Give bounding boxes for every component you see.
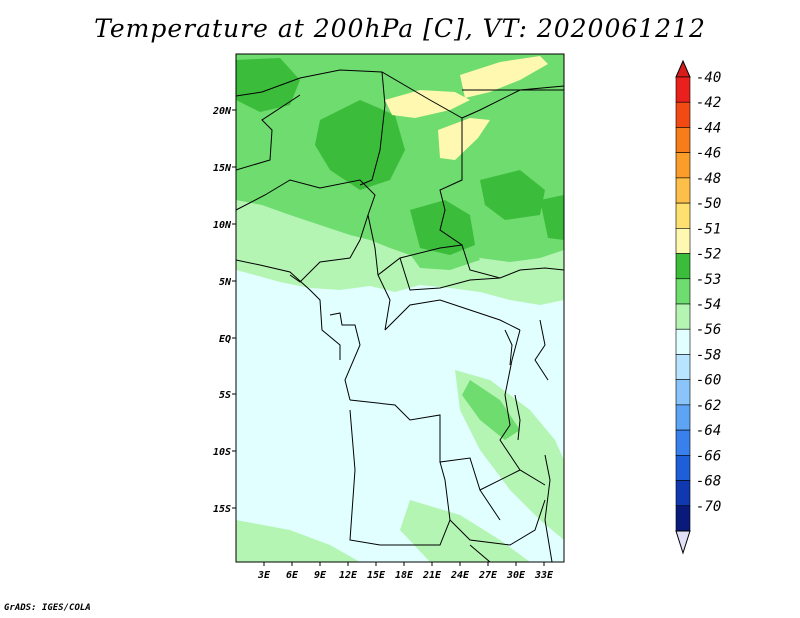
border-lakes: [504, 329, 521, 441]
country-borders: [236, 69, 564, 562]
lon-label: 18E: [395, 570, 414, 581]
colorbar-label: -53: [696, 272, 721, 288]
lat-label: 5S: [219, 390, 231, 401]
lat-label: EQ: [219, 334, 231, 345]
field-band-minus52-c: [410, 200, 475, 255]
colorbar-segment: [675, 76, 691, 103]
field-band-minus54-se: [400, 500, 530, 562]
colorbar-segment: [675, 278, 691, 305]
lon-label: 12E: [339, 570, 358, 581]
colorbar-segment: [675, 101, 691, 128]
colorbar-segment: [675, 480, 691, 507]
colorbar-segment: [675, 354, 691, 380]
colorbar-segment: [675, 429, 691, 456]
colorbar-label: -58: [696, 347, 721, 363]
border-west-africa: [236, 94, 301, 171]
lon-label: 21E: [422, 570, 442, 581]
border-south-east: [469, 454, 553, 562]
colorbar-segment: [675, 177, 691, 204]
lat-label: 5N: [219, 277, 232, 288]
border-chad-niger: [359, 71, 386, 186]
field-band-minus52-e: [540, 195, 564, 240]
field-band-minus51-a: [385, 90, 470, 118]
colorbar-label: -50: [696, 196, 721, 212]
border-zambia: [449, 489, 546, 546]
lat-axis: [232, 109, 236, 509]
colorbar-segment: [675, 202, 691, 229]
colorbar-segment: [675, 303, 691, 330]
colorbar-segment: [675, 228, 691, 254]
lon-label: 27E: [478, 570, 498, 581]
lon-label: 6E: [286, 570, 299, 581]
temperature-field: [236, 54, 564, 562]
border-congo: [329, 312, 361, 401]
colorbar-segment: [675, 404, 691, 431]
border-coast: [236, 259, 341, 360]
lon-label: 15E: [367, 570, 386, 581]
colorbar-segment: [675, 379, 691, 406]
colorbar-segments: [675, 76, 691, 532]
border-sudan: [461, 85, 564, 119]
colorbar-label: -60: [696, 373, 721, 389]
lon-axis: [263, 562, 545, 566]
lon-label: 3E: [257, 570, 271, 581]
field-band-minus52-a: [315, 100, 405, 190]
lon-label: 30E: [506, 570, 526, 581]
border-north: [236, 69, 564, 279]
colorbar-segment: [675, 328, 691, 355]
credit-text: GrADS: IGES/COLA: [4, 603, 91, 613]
plot-frame: [235, 53, 565, 563]
colorbar-under-triangle: [675, 530, 691, 555]
colorbar-over-triangle: [675, 59, 691, 78]
colorbar-label: -56: [696, 322, 721, 338]
colorbar-label: -51: [696, 221, 721, 237]
colorbar-label: -66: [696, 448, 721, 464]
lat-label: 15N: [213, 163, 232, 174]
colorbar: -40 -42 -44 -46 -48 -50 -51 -52 -53 -54 -56 -58 -60 -…: [675, 59, 721, 555]
lat-label: 10N: [213, 220, 232, 231]
colorbar-label: -52: [696, 247, 721, 263]
border-angola: [349, 409, 451, 546]
colorbar-segment: [675, 127, 691, 153]
field-band-minus51-c: [438, 118, 490, 160]
colorbar-label: -48: [696, 171, 721, 187]
map-title: Temperature at 200hPa [C], VT: 202006121…: [94, 14, 706, 43]
colorbar-label: -62: [696, 398, 721, 414]
field-band-minus51-b: [460, 56, 548, 98]
colorbar-label: -64: [696, 423, 721, 439]
colorbar-label: -70: [696, 499, 721, 515]
field-band-minus52-b: [236, 58, 300, 112]
border-drc-north: [384, 299, 521, 331]
colorbar-segment: [675, 152, 691, 179]
border-nigeria: [236, 179, 376, 283]
field-band-minus53-c: [462, 380, 520, 440]
lon-label: 9E: [314, 570, 327, 581]
colorbar-label: -46: [696, 146, 721, 162]
field-band-minus52-d: [480, 170, 545, 220]
border-car: [377, 244, 501, 291]
border-east: [499, 319, 549, 471]
colorbar-segment: [675, 253, 691, 280]
colorbar-label: -40: [696, 70, 721, 86]
lat-label: 20N: [212, 106, 232, 117]
colorbar-label: -44: [696, 120, 721, 136]
colorbar-label: -68: [696, 474, 721, 490]
lon-label: 24E: [450, 570, 470, 581]
colorbar-label: -54: [696, 297, 721, 313]
lat-label: 15S: [213, 504, 231, 515]
field-band-minus54-sw: [236, 520, 360, 562]
colorbar-segment: [675, 455, 691, 481]
colorbar-label: -42: [696, 95, 721, 111]
lon-label: 33E: [534, 570, 554, 581]
colorbar-segment: [675, 505, 691, 532]
colorbar-labels: -40 -42 -44 -46 -48 -50 -51 -52 -53 -54 -56 -58 -60 -…: [696, 70, 721, 515]
lat-label: 10S: [213, 447, 231, 458]
